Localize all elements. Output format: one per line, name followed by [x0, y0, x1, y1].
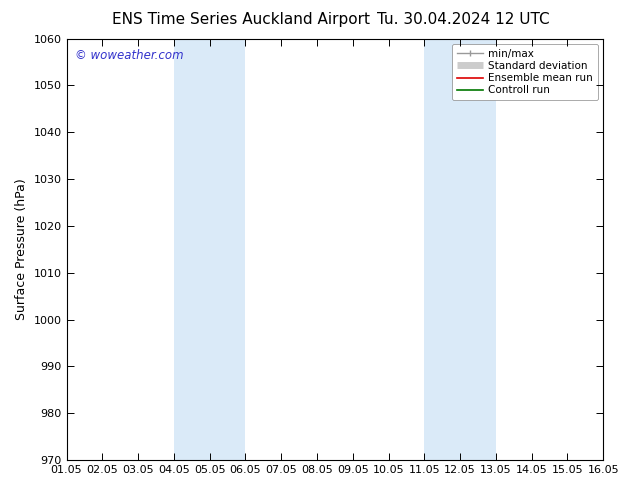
Bar — [174, 39, 245, 460]
Text: ENS Time Series Auckland Airport: ENS Time Series Auckland Airport — [112, 12, 370, 27]
Text: Tu. 30.04.2024 12 UTC: Tu. 30.04.2024 12 UTC — [377, 12, 549, 27]
Legend: min/max, Standard deviation, Ensemble mean run, Controll run: min/max, Standard deviation, Ensemble me… — [451, 44, 598, 100]
Y-axis label: Surface Pressure (hPa): Surface Pressure (hPa) — [15, 178, 28, 320]
Bar — [424, 39, 496, 460]
Text: © woweather.com: © woweather.com — [75, 49, 183, 62]
